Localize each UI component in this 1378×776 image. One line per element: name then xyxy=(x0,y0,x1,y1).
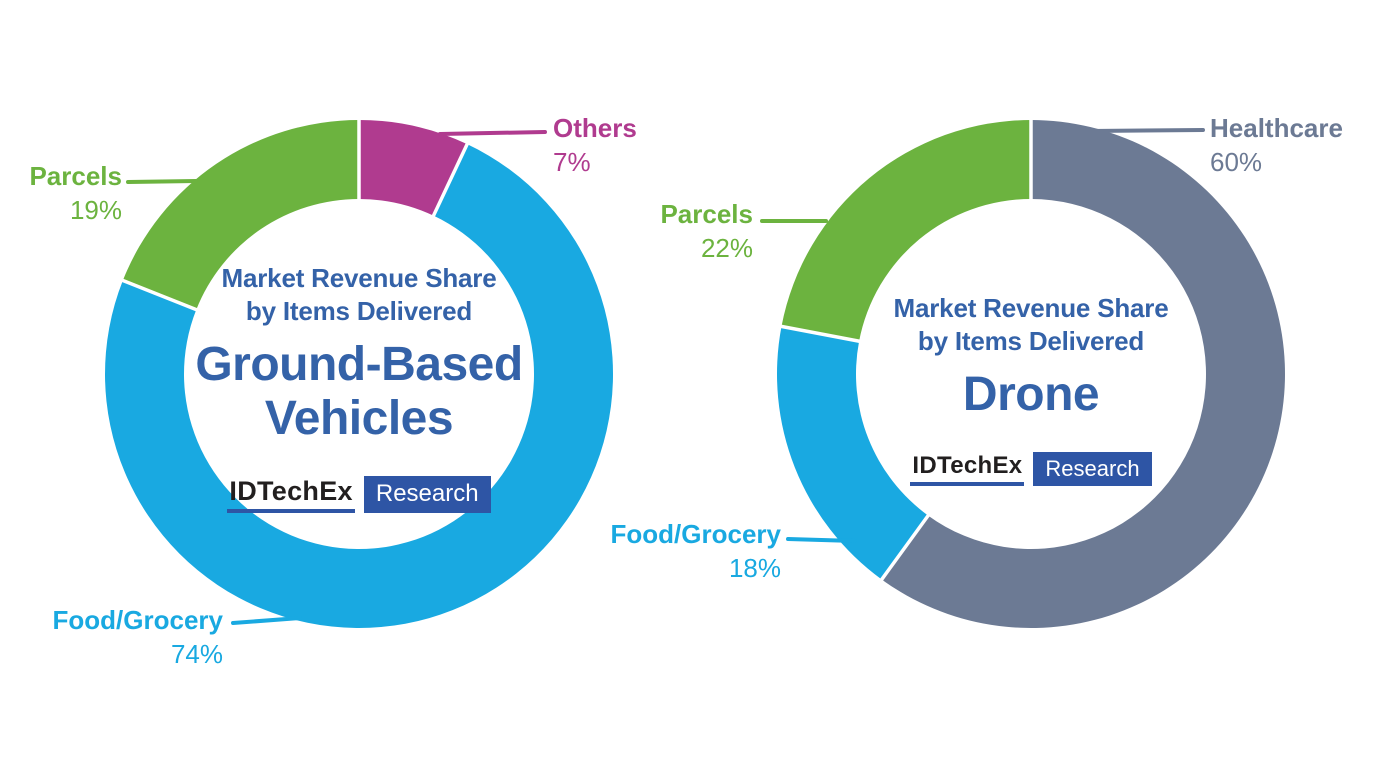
callout-food-grocery-left: Food/Grocery 74% xyxy=(53,604,223,670)
chart-subtitle-line2: by Items Delivered xyxy=(917,326,1145,356)
segment-parcels xyxy=(122,120,359,310)
segment-parcels xyxy=(781,120,1031,342)
leader-line-healthcare xyxy=(1088,128,1205,133)
segment-percentage: 18% xyxy=(728,553,781,583)
segment-separator xyxy=(780,324,861,344)
segment-label: Others xyxy=(553,113,637,143)
leader-line-parcels-left xyxy=(126,179,198,184)
chart-headline-line1: Drone xyxy=(962,368,1100,421)
callout-parcels-left: Parcels 19% xyxy=(29,160,122,226)
chart-subtitle-line1: Market Revenue Share xyxy=(893,293,1169,323)
segment-label: Food/Grocery xyxy=(52,605,223,635)
callout-healthcare: Healthcare 60% xyxy=(1210,112,1343,178)
segment-food-grocery xyxy=(777,326,929,580)
segment-label: Parcels xyxy=(660,199,753,229)
segment-others xyxy=(359,119,468,216)
leader-line-others xyxy=(438,130,547,136)
segment-healthcare xyxy=(881,120,1285,628)
chart-headline-line2: Vehicles xyxy=(264,392,454,445)
idtechex-wordmark: IDTechEx xyxy=(227,476,355,513)
research-badge: Research xyxy=(1033,452,1152,486)
callout-parcels-right: Parcels 22% xyxy=(660,198,753,264)
segment-percentage: 60% xyxy=(1210,147,1263,177)
drone-center-text: Market Revenue Share by Items Delivered … xyxy=(811,292,1251,486)
segment-percentage: 19% xyxy=(69,195,122,225)
drone-donut xyxy=(777,119,1285,628)
segment-label: Parcels xyxy=(29,161,122,191)
idtechex-research-logo: IDTechEx Research xyxy=(139,476,579,513)
segment-label: Healthcare xyxy=(1210,113,1343,143)
idtechex-wordmark: IDTechEx xyxy=(910,452,1025,486)
segment-separator xyxy=(431,142,470,218)
segment-label: Food/Grocery xyxy=(610,519,781,549)
leader-line-food-grocery-right xyxy=(786,537,857,543)
segment-separator xyxy=(879,513,931,582)
chart-subtitle-line1: Market Revenue Share xyxy=(221,263,497,293)
callout-food-grocery-right: Food/Grocery 18% xyxy=(611,518,781,584)
idtechex-research-logo: IDTechEx Research xyxy=(811,452,1251,486)
chart-headline-line1: Ground-Based xyxy=(195,338,523,391)
segment-separator xyxy=(121,278,198,312)
callout-others: Others 7% xyxy=(553,112,637,178)
segment-percentage: 74% xyxy=(170,639,223,669)
segment-percentage: 22% xyxy=(700,233,753,263)
segment-percentage: 7% xyxy=(553,147,591,177)
research-badge: Research xyxy=(363,476,491,513)
ground-vehicles-center-text: Market Revenue Share by Items Delivered … xyxy=(139,262,579,513)
chart-subtitle-line2: by Items Delivered xyxy=(245,296,473,326)
leader-line-food-grocery-left xyxy=(231,616,302,625)
